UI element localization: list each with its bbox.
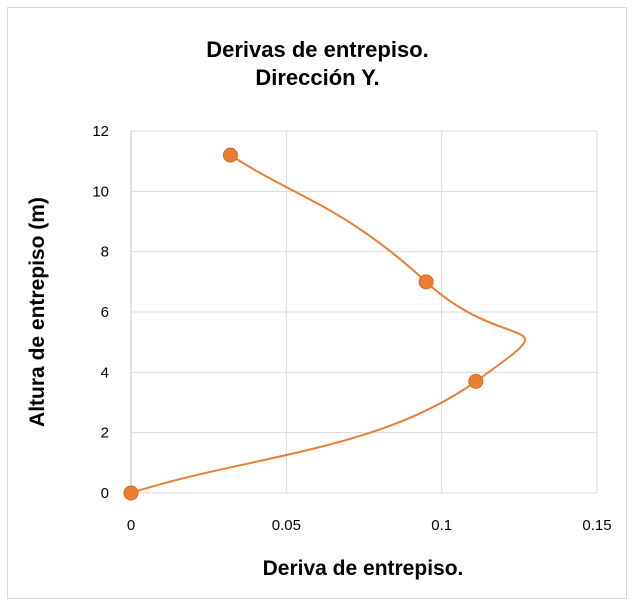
series-line	[130, 154, 526, 494]
x-axis-title: Deriva de entrepiso.	[263, 557, 464, 580]
x-tick-label: 0.05	[272, 517, 301, 534]
y-tick-label: 12	[92, 123, 109, 140]
data-point	[123, 485, 139, 501]
x-tick-label: 0.15	[582, 517, 611, 534]
y-tick-label: 6	[101, 304, 109, 321]
y-tick-label: 4	[101, 364, 109, 381]
data-point	[222, 147, 238, 163]
data-point	[468, 373, 484, 389]
chart-frame	[7, 7, 627, 599]
chart-title-line-1: Derivas de entrepiso.	[206, 37, 429, 62]
y-tick-label: 0	[101, 485, 109, 502]
data-point	[418, 274, 434, 290]
y-tick-label: 10	[92, 183, 109, 200]
y-tick-label: 2	[101, 425, 109, 442]
y-axis-title: Altura de entrepiso (m)	[26, 197, 49, 427]
chart-title-line-2: Dirección Y.	[255, 65, 380, 90]
x-tick-label: 0	[127, 517, 135, 534]
y-tick-label: 8	[101, 244, 109, 261]
x-tick-label: 0.1	[431, 517, 452, 534]
